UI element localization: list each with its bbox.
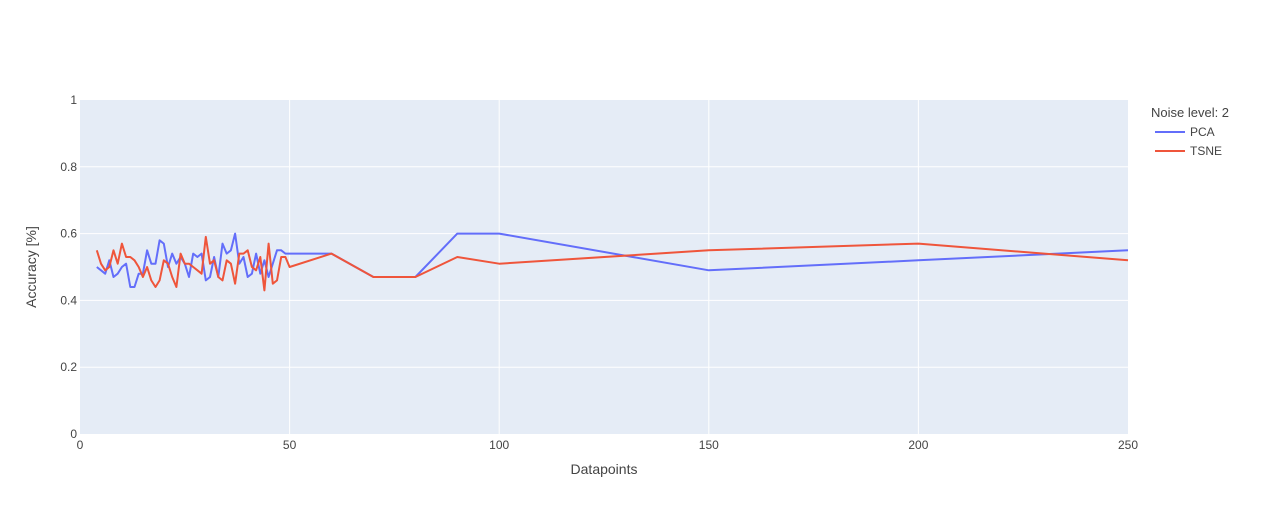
legend-title: Noise level: 2 bbox=[1151, 105, 1229, 120]
legend-item-tsne[interactable]: TSNE bbox=[1155, 144, 1222, 158]
x-tick-label: 100 bbox=[489, 438, 509, 452]
y-tick-label: 1 bbox=[70, 93, 77, 107]
y-tick-label: 0.4 bbox=[60, 293, 77, 307]
y-tick-label: 0 bbox=[70, 427, 77, 441]
legend-items: PCA TSNE bbox=[1155, 125, 1222, 158]
series-lines bbox=[95, 232, 1129, 292]
x-axis-title: Datapoints bbox=[571, 461, 638, 477]
x-tick-label: 250 bbox=[1118, 438, 1138, 452]
legend-label: PCA bbox=[1190, 125, 1215, 139]
x-tick-label: 50 bbox=[283, 438, 297, 452]
x-tick-label: 0 bbox=[77, 438, 84, 452]
plot-background bbox=[80, 100, 1128, 434]
tick-labels: 0 50 100 150 200 250 0 0.2 0.4 0.6 0.8 1 bbox=[60, 93, 1138, 452]
legend[interactable]: Noise level: 2 PCA TSNE bbox=[1151, 105, 1229, 158]
gridlines bbox=[80, 100, 1128, 434]
legend-label: TSNE bbox=[1190, 144, 1222, 158]
y-tick-label: 0.2 bbox=[60, 360, 77, 374]
y-axis-title: Accuracy [%] bbox=[23, 226, 39, 308]
series-line-tsne bbox=[95, 235, 1129, 292]
y-tick-label: 0.8 bbox=[60, 160, 77, 174]
x-tick-label: 150 bbox=[699, 438, 719, 452]
y-tick-label: 0.6 bbox=[60, 227, 77, 241]
legend-item-pca[interactable]: PCA bbox=[1155, 125, 1215, 139]
x-tick-label: 200 bbox=[908, 438, 928, 452]
series-line-pca bbox=[96, 232, 1129, 288]
